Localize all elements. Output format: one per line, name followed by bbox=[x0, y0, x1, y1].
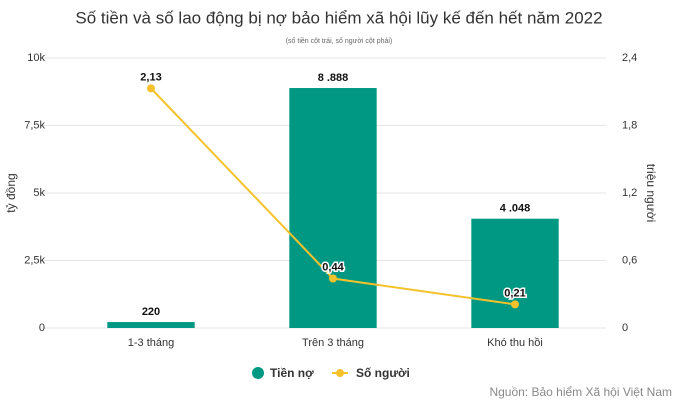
bar-value-label: 4 .048 bbox=[500, 203, 531, 215]
y2-tick-label: 0 bbox=[622, 322, 628, 334]
line-point bbox=[511, 300, 519, 309]
y-tick-label: 0 bbox=[39, 322, 45, 334]
legend-swatch bbox=[336, 369, 344, 377]
chart-subtitle: (số tiền cột trái, số người cột phải) bbox=[286, 36, 393, 45]
bar-value-label: 8 .888 bbox=[318, 72, 349, 84]
y2-tick-label: 1,8 bbox=[622, 119, 637, 131]
line-value-label: 0,21 bbox=[504, 287, 525, 299]
line-value-label: 2,13 bbox=[140, 71, 161, 83]
legend-label: Số người bbox=[356, 366, 410, 380]
y-tick-label: 5k bbox=[33, 187, 45, 199]
bar-value-label: 220 bbox=[142, 306, 160, 318]
line-value-label: 0,44 bbox=[322, 261, 344, 273]
y-tick-label: 2,5k bbox=[24, 254, 45, 266]
chart-title: Số tiền và số lao động bị nợ bảo hiểm xã… bbox=[75, 8, 602, 27]
y2-tick-label: 2,4 bbox=[622, 52, 637, 64]
y-tick-label: 7,5k bbox=[24, 119, 45, 131]
legend-label: Tiền nợ bbox=[270, 366, 314, 380]
bar bbox=[107, 322, 195, 328]
source-note: Nguồn: Bảo hiểm Xã hội Việt Nam bbox=[489, 385, 672, 399]
line-point bbox=[329, 274, 337, 283]
line-point bbox=[147, 84, 155, 93]
bar bbox=[289, 88, 377, 328]
x-tick-label: 1-3 tháng bbox=[128, 337, 174, 349]
y2-tick-label: 0,6 bbox=[622, 254, 637, 266]
y2-tick-label: 1,2 bbox=[622, 187, 637, 199]
x-tick-label: Khó thu hồi bbox=[487, 337, 543, 349]
y-axis-label: tỷ đồng bbox=[4, 173, 18, 212]
y2-axis-label: triệu người bbox=[644, 164, 658, 223]
bar bbox=[471, 218, 559, 328]
x-tick-label: Trên 3 tháng bbox=[302, 337, 364, 349]
legend-swatch bbox=[252, 367, 264, 379]
y-tick-label: 10k bbox=[27, 52, 45, 64]
